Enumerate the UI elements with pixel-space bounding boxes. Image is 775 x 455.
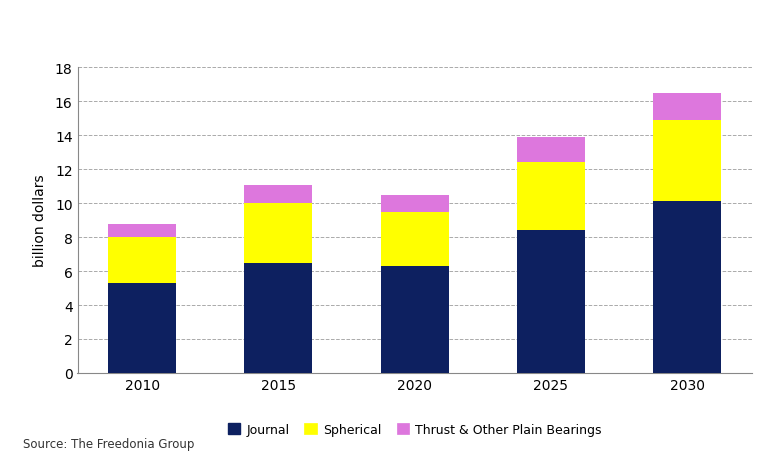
Bar — [381, 195, 449, 212]
Text: Freedonia: Freedonia — [596, 74, 669, 87]
Bar — [381, 267, 449, 373]
Bar — [109, 238, 176, 283]
Bar — [517, 231, 585, 373]
Bar — [653, 94, 721, 121]
Y-axis label: billion dollars: billion dollars — [33, 174, 46, 267]
Text: Source: The Freedonia Group: Source: The Freedonia Group — [23, 437, 195, 450]
Bar — [244, 263, 312, 373]
Legend: Journal, Spherical, Thrust & Other Plain Bearings: Journal, Spherical, Thrust & Other Plain… — [224, 419, 605, 440]
Bar — [653, 202, 721, 373]
Bar — [244, 185, 312, 204]
Bar — [517, 138, 585, 163]
Bar — [109, 283, 176, 373]
Bar — [244, 204, 312, 263]
Bar — [381, 212, 449, 267]
Bar — [653, 121, 721, 202]
Bar — [109, 224, 176, 238]
Bar — [517, 163, 585, 231]
Text: Figure 4-6 | Global Plain Bearing Demand by Type, 2010 – 2030 (billion dollars): Figure 4-6 | Global Plain Bearing Demand… — [9, 14, 563, 27]
